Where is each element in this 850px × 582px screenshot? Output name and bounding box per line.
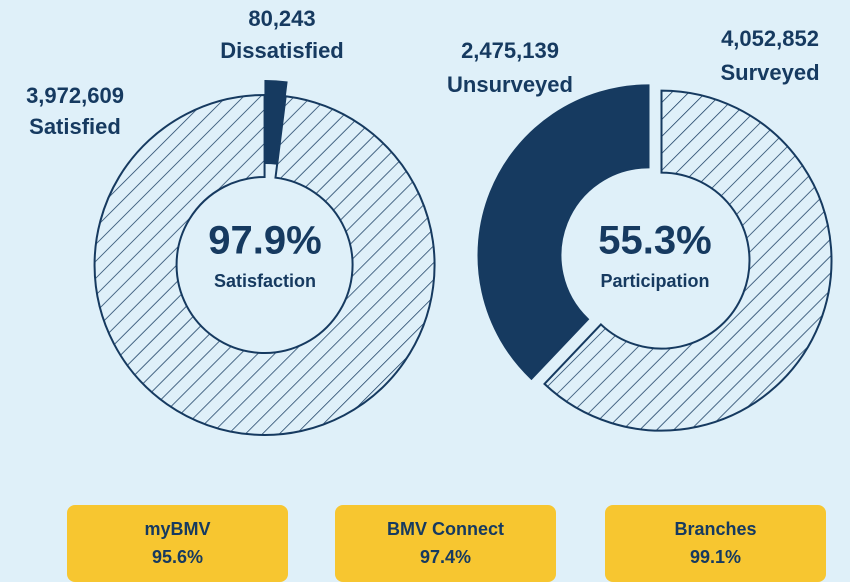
slice-value-label: 2,475,139 [461,38,559,63]
slice-category-label: Unsurveyed [447,72,573,97]
slice-value-label: 80,243 [248,6,315,31]
slice-value-label: 4,052,852 [721,26,819,51]
donut-slice [543,89,833,432]
center-label: 55.3% [598,219,711,263]
center-caption: Satisfaction [214,271,316,291]
card-title: myBMV [144,519,210,539]
center-caption: Participation [600,271,709,291]
card [605,505,826,582]
card-value: 97.4% [420,547,471,567]
slice-category-label: Surveyed [720,60,819,85]
slice-value-label: 3,972,609 [26,83,124,108]
center-label: 97.9% [208,219,321,263]
slice-category-label: Dissatisfied [220,38,344,63]
card [67,505,288,582]
donut-slice [93,93,436,436]
donut-slice [477,84,650,381]
slice-category-label: Satisfied [29,114,121,139]
card-title: BMV Connect [387,519,504,539]
card-title: Branches [674,519,756,539]
card-value: 95.6% [152,547,203,567]
card [335,505,556,582]
card-value: 99.1% [690,547,741,567]
